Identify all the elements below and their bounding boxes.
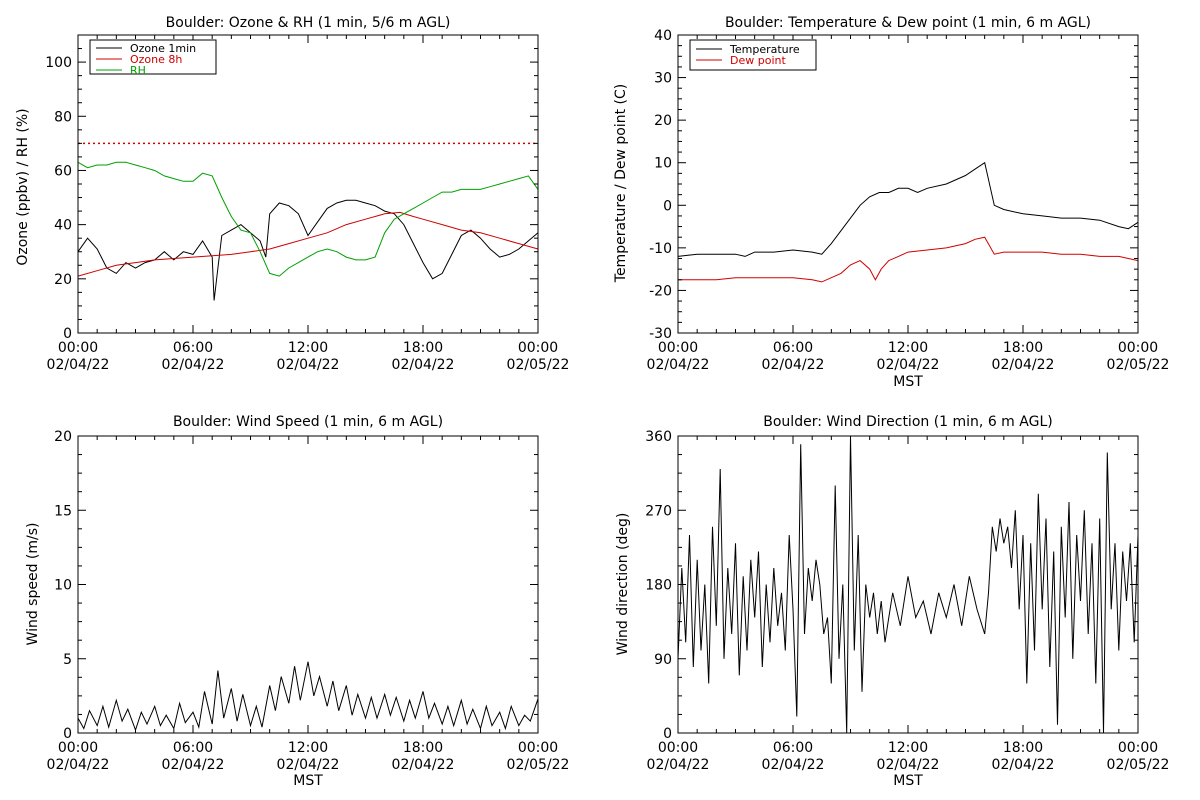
legend-entry: Temperature bbox=[729, 43, 800, 56]
legend-box bbox=[689, 39, 817, 71]
x-tick-label-time: 06:00 bbox=[773, 740, 813, 756]
series-line bbox=[77, 211, 539, 277]
x-tick-label-date: 02/04/22 bbox=[392, 757, 455, 773]
x-tick-label-time: 12:00 bbox=[288, 340, 328, 356]
x-tick-label-time: 12:00 bbox=[888, 740, 928, 756]
plot-frame bbox=[677, 34, 1139, 334]
plot-frame bbox=[77, 34, 539, 334]
y-tick-label: 40 bbox=[54, 218, 72, 234]
legend-entry: RH bbox=[130, 64, 146, 77]
x-tick-label-date: 02/05/22 bbox=[507, 757, 570, 773]
x-tick-label-date: 02/04/22 bbox=[992, 357, 1055, 373]
x-tick-label-date: 02/04/22 bbox=[877, 757, 940, 773]
x-tick-label-time: 06:00 bbox=[173, 340, 213, 356]
chart-title: Boulder: Wind Direction (1 min, 6 m AGL) bbox=[763, 414, 1052, 430]
x-tick-label-date: 02/04/22 bbox=[47, 357, 110, 373]
x-tick-label-date: 02/04/22 bbox=[277, 757, 340, 773]
x-tick-label-time: 00:00 bbox=[658, 340, 698, 356]
x-tick-label-time: 18:00 bbox=[1003, 740, 1043, 756]
x-tick-label-date: 02/04/22 bbox=[647, 357, 710, 373]
x-tick-label-date: 02/04/22 bbox=[162, 757, 225, 773]
chart-title: Boulder: Ozone & RH (1 min, 5/6 m AGL) bbox=[166, 15, 451, 31]
x-tick-label-time: 12:00 bbox=[288, 740, 328, 756]
y-tick-label: 270 bbox=[645, 503, 672, 519]
series-line bbox=[77, 661, 539, 732]
x-tick-label-time: 00:00 bbox=[518, 740, 558, 756]
y-tick-label: 90 bbox=[654, 652, 672, 668]
y-tick-label: 15 bbox=[54, 503, 72, 519]
x-tick-label-date: 02/04/22 bbox=[877, 357, 940, 373]
x-tick-label-time: 06:00 bbox=[173, 740, 213, 756]
x-tick-label-time: 00:00 bbox=[518, 340, 558, 356]
y-tick-label: -10 bbox=[649, 241, 672, 257]
x-tick-label-time: 06:00 bbox=[773, 340, 813, 356]
x-tick-label-time: 00:00 bbox=[1118, 340, 1158, 356]
y-axis-label: Ozone (ppbv) / RH (%) bbox=[15, 108, 31, 265]
series-line bbox=[678, 236, 1139, 283]
x-tick-label-time: 00:00 bbox=[58, 740, 98, 756]
x-tick-label-time: 18:00 bbox=[403, 740, 443, 756]
y-tick-label: 80 bbox=[54, 109, 72, 125]
legend-box bbox=[89, 39, 217, 75]
y-tick-label: 10 bbox=[654, 156, 672, 172]
y-axis-label: Temperature / Dew point (C) bbox=[613, 84, 629, 283]
series-line bbox=[677, 435, 1139, 734]
x-tick-label-date: 02/05/22 bbox=[507, 357, 570, 373]
x-tick-label-date: 02/04/22 bbox=[392, 357, 455, 373]
series-line bbox=[677, 161, 1139, 257]
y-axis-label: Wind direction (deg) bbox=[615, 513, 631, 656]
y-tick-label: 20 bbox=[54, 272, 72, 288]
y-tick-label: 30 bbox=[654, 71, 672, 87]
chart-ozone-rh: Boulder: Ozone & RH (1 min, 5/6 m AGL) O… bbox=[15, 15, 569, 373]
y-tick-label: 0 bbox=[663, 198, 672, 214]
y-tick-label: 360 bbox=[645, 429, 672, 445]
x-tick-label-time: 00:00 bbox=[1118, 740, 1158, 756]
y-tick-label: 5 bbox=[63, 652, 72, 668]
x-tick-label-time: 18:00 bbox=[403, 340, 443, 356]
y-tick-label: -20 bbox=[649, 283, 672, 299]
y-tick-label: 0 bbox=[663, 726, 672, 742]
x-axis-label: MST bbox=[893, 773, 923, 789]
x-tick-label-date: 02/04/22 bbox=[277, 357, 340, 373]
x-tick-label-date: 02/04/22 bbox=[162, 357, 225, 373]
chart-temperature-dewpoint: Boulder: Temperature & Dew point (1 min,… bbox=[613, 15, 1169, 390]
series-line bbox=[77, 161, 539, 277]
x-tick-label-date: 02/04/22 bbox=[647, 757, 710, 773]
plot-frame bbox=[677, 435, 1139, 734]
x-tick-label-date: 02/04/22 bbox=[762, 357, 825, 373]
x-tick-label-date: 02/04/22 bbox=[47, 757, 110, 773]
chart-wind-speed: Boulder: Wind Speed (1 min, 6 m AGL) Win… bbox=[25, 414, 569, 789]
series-line bbox=[77, 199, 539, 301]
legend-entry: Ozone 8h bbox=[130, 53, 182, 66]
y-tick-label: 20 bbox=[654, 113, 672, 129]
x-tick-label-date: 02/05/22 bbox=[1107, 757, 1170, 773]
chart-wind-direction: Boulder: Wind Direction (1 min, 6 m AGL)… bbox=[615, 414, 1169, 789]
x-axis-label: MST bbox=[893, 374, 923, 390]
x-tick-label-time: 00:00 bbox=[658, 740, 698, 756]
chart-title: Boulder: Wind Speed (1 min, 6 m AGL) bbox=[173, 414, 443, 430]
x-tick-label-date: 02/05/22 bbox=[1107, 357, 1170, 373]
legend-entry: Ozone 1min bbox=[130, 42, 196, 55]
y-tick-label: 40 bbox=[654, 28, 672, 44]
y-tick-label: 60 bbox=[54, 163, 72, 179]
y-tick-label: 0 bbox=[63, 326, 72, 342]
x-tick-label-time: 18:00 bbox=[1003, 340, 1043, 356]
x-tick-label-date: 02/04/22 bbox=[762, 757, 825, 773]
y-tick-label: 20 bbox=[54, 429, 72, 445]
legend-entry: Dew point bbox=[730, 54, 786, 67]
y-tick-label: -30 bbox=[649, 326, 672, 342]
x-tick-label-date: 02/04/22 bbox=[992, 757, 1055, 773]
y-tick-label: 180 bbox=[645, 578, 672, 594]
x-tick-label-time: 00:00 bbox=[58, 340, 98, 356]
plot-frame bbox=[77, 435, 539, 734]
x-axis-label: MST bbox=[293, 773, 323, 789]
y-tick-label: 10 bbox=[54, 578, 72, 594]
y-tick-label: 0 bbox=[63, 726, 72, 742]
x-tick-label-time: 12:00 bbox=[888, 340, 928, 356]
chart-title: Boulder: Temperature & Dew point (1 min,… bbox=[725, 15, 1091, 31]
y-tick-label: 100 bbox=[45, 55, 72, 71]
y-axis-label: Wind speed (m/s) bbox=[25, 523, 41, 646]
